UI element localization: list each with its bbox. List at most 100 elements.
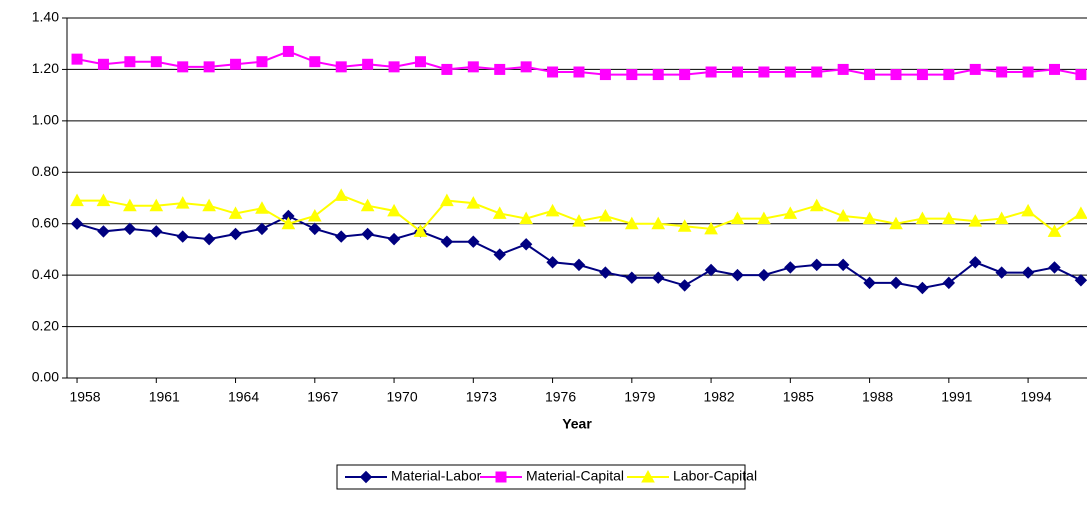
data-point (494, 63, 506, 75)
x-tick-label: 1964 (228, 389, 259, 405)
data-point (996, 66, 1008, 78)
data-point (230, 58, 242, 70)
data-point (1021, 266, 1035, 279)
data-point (202, 198, 216, 212)
data-point (784, 66, 796, 78)
data-point (599, 69, 611, 81)
x-tick-label: 1967 (307, 389, 338, 405)
data-point (652, 271, 665, 284)
legend-marker (495, 471, 507, 483)
data-point (731, 268, 744, 282)
data-point (1074, 274, 1087, 287)
legend-label: Material-Labor (391, 468, 482, 484)
data-point (916, 69, 928, 81)
legend-marker (359, 470, 373, 484)
legend-marker (641, 469, 655, 483)
x-tick-label: 1979 (624, 389, 655, 405)
data-point (1021, 203, 1035, 217)
y-tick-label: 1.40 (32, 9, 59, 25)
data-point (255, 222, 269, 236)
data-point (360, 198, 375, 212)
data-point (177, 61, 189, 73)
x-tick-label: 1973 (466, 389, 497, 405)
data-point (836, 208, 851, 222)
data-point (309, 56, 321, 68)
data-point (969, 256, 982, 269)
data-point (1049, 63, 1061, 75)
data-point (150, 56, 162, 68)
data-point (1075, 69, 1087, 81)
data-point (572, 258, 586, 272)
data-point (572, 214, 586, 227)
data-point (228, 206, 243, 219)
y-tick-label: 1.20 (32, 60, 59, 76)
data-point (546, 256, 559, 269)
legend-label: Labor-Capital (673, 468, 757, 484)
x-axis-title: Year (562, 416, 592, 432)
data-point (203, 61, 215, 73)
x-tick-label: 1961 (149, 389, 180, 405)
data-point (150, 225, 163, 238)
data-point (255, 201, 269, 214)
data-point (889, 216, 903, 230)
data-point (573, 66, 585, 78)
data-point (1048, 261, 1061, 274)
y-tick-label: 0.20 (32, 317, 59, 333)
data-point (994, 211, 1009, 225)
data-point (809, 198, 824, 212)
data-point (625, 271, 639, 284)
x-tick-label: 1982 (703, 389, 734, 405)
data-point (282, 45, 294, 57)
x-tick-label: 1994 (1021, 389, 1052, 405)
legend-label: Material-Capital (526, 468, 624, 484)
data-point (731, 66, 743, 78)
data-point (149, 198, 164, 212)
data-point (652, 69, 664, 81)
data-point (1074, 206, 1087, 219)
data-point (388, 61, 400, 73)
data-point (1047, 224, 1062, 237)
data-point (783, 206, 798, 219)
x-tick-label: 1970 (386, 389, 417, 405)
data-point (757, 211, 771, 225)
data-point (757, 268, 771, 282)
data-point (308, 222, 322, 236)
data-point (519, 211, 533, 225)
data-point (969, 63, 981, 75)
data-point (467, 235, 480, 248)
data-point (837, 63, 849, 75)
x-tick-label: 1991 (941, 389, 972, 405)
data-point (942, 276, 956, 290)
data-point (704, 221, 718, 235)
data-point (70, 193, 84, 207)
data-point (467, 61, 479, 73)
y-tick-label: 1.00 (32, 112, 59, 128)
data-point (679, 69, 691, 81)
data-point (889, 276, 903, 290)
y-tick-label: 0.60 (32, 214, 59, 230)
data-point (414, 56, 426, 68)
y-tick-label: 0.00 (32, 369, 59, 385)
data-point (863, 276, 876, 290)
data-point (941, 211, 956, 225)
data-point (256, 56, 268, 68)
data-point (864, 69, 876, 81)
data-point (70, 217, 84, 230)
data-point (493, 248, 506, 261)
legend-box (336, 464, 746, 490)
data-point (784, 261, 797, 274)
data-point (281, 216, 296, 230)
data-point (836, 258, 850, 272)
data-point (678, 279, 691, 292)
data-point (705, 66, 717, 78)
y-tick-label: 0.40 (32, 266, 59, 282)
data-point (943, 69, 955, 81)
data-point (97, 58, 109, 70)
data-point (915, 211, 930, 225)
data-point (758, 66, 770, 78)
data-point (440, 235, 454, 248)
data-point (599, 266, 612, 279)
data-point (440, 193, 454, 207)
data-point (545, 203, 560, 217)
data-point (651, 216, 666, 230)
